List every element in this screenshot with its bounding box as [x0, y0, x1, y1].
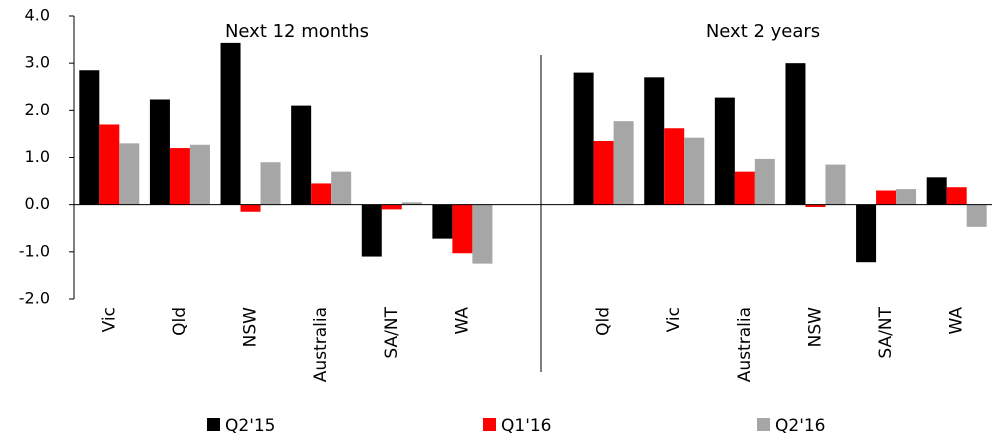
x-tick-label: NSW — [241, 307, 261, 348]
panel-title: Next 12 months — [225, 21, 369, 42]
y-tick-label: -2.0 — [19, 289, 50, 308]
bar — [472, 204, 493, 264]
x-tick-label: WA — [452, 307, 472, 335]
bar — [311, 183, 332, 205]
bar — [896, 189, 917, 205]
x-tick-label: Qld — [594, 307, 614, 336]
bar — [876, 190, 897, 205]
bar — [805, 204, 826, 208]
bar — [331, 171, 352, 205]
bar — [240, 204, 261, 212]
y-tick-label: 0.0 — [25, 194, 50, 213]
y-tick-label: 4.0 — [25, 6, 50, 25]
legend-label: Q2'15 — [225, 416, 276, 436]
bar — [644, 77, 665, 205]
bar — [220, 42, 241, 205]
bar — [79, 70, 100, 205]
bar — [452, 204, 473, 254]
bar — [381, 204, 402, 210]
bar — [432, 204, 453, 239]
bar — [714, 97, 735, 205]
x-tick-label: Vic — [99, 307, 119, 332]
bar — [119, 143, 140, 205]
x-tick-label: WA — [947, 307, 967, 335]
x-tick-label: Qld — [170, 307, 190, 336]
x-tick-label: Australia — [311, 307, 331, 382]
bar — [946, 187, 967, 205]
y-tick-label: 1.0 — [25, 147, 50, 166]
y-tick-label: 2.0 — [25, 100, 50, 119]
x-tick-label: SA/NT — [876, 306, 896, 358]
bar — [99, 124, 120, 205]
bar — [169, 148, 190, 205]
x-tick-label: SA/NT — [382, 306, 402, 358]
bar — [260, 162, 281, 205]
bar — [189, 144, 210, 205]
bar — [734, 171, 755, 205]
y-tick-label: 3.0 — [25, 53, 50, 72]
bar — [664, 128, 685, 205]
bar — [856, 204, 877, 263]
bar — [926, 177, 947, 205]
legend-label: Q2'16 — [775, 416, 826, 436]
bar — [613, 121, 634, 205]
y-tick-label: -1.0 — [19, 241, 50, 260]
x-tick-label: NSW — [805, 307, 825, 348]
bar — [684, 137, 705, 205]
bar — [593, 140, 614, 205]
bar — [361, 204, 382, 257]
bar — [785, 63, 806, 205]
legend-swatch — [757, 418, 770, 431]
x-tick-label: Australia — [735, 307, 755, 382]
legend-label: Q1'16 — [501, 416, 552, 436]
bar — [966, 204, 987, 227]
x-tick-label: Vic — [664, 307, 684, 332]
legend-swatch — [207, 418, 220, 431]
bar — [291, 105, 312, 205]
bar — [825, 164, 846, 205]
bar — [149, 99, 170, 205]
legend-swatch — [483, 418, 496, 431]
bar — [573, 72, 594, 205]
bar — [401, 202, 422, 205]
bar — [754, 158, 775, 205]
panel-title: Next 2 years — [706, 21, 820, 42]
